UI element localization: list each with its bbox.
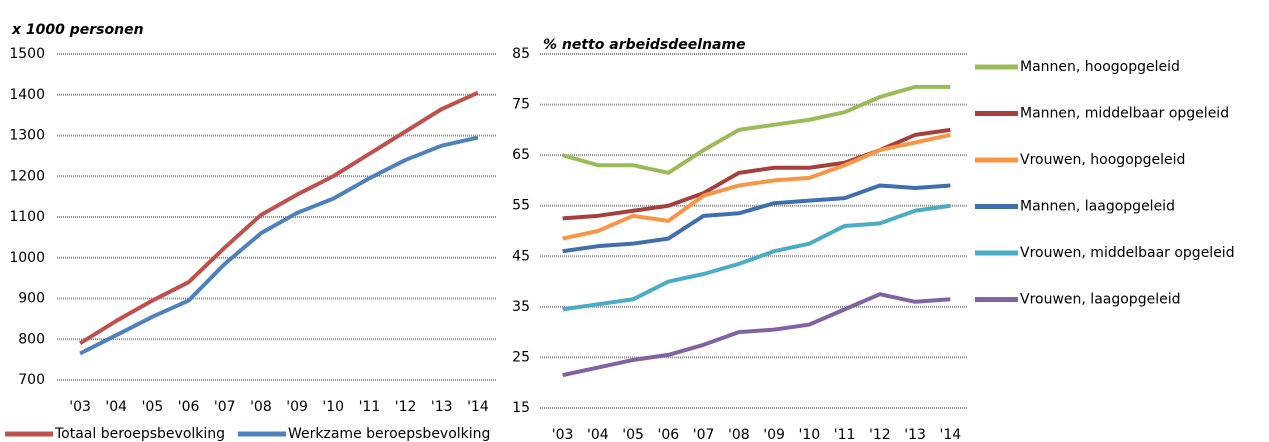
y-tick-label: 45 [512,248,530,264]
y-tick-label: 55 [512,198,530,214]
y-tick-label: 800 [18,331,45,347]
x-tick-label: '11 [359,399,381,415]
x-tick-label: '12 [395,399,417,415]
y-tick-label: 700 [18,372,45,388]
x-tick-label: '07 [693,427,715,442]
y-tick-label: 35 [512,299,530,315]
x-tick-label: '05 [142,399,164,415]
series-line [79,90,479,346]
y-tick-label: 1300 [9,128,45,144]
legend-label: Werkzame beroepsbevolking [288,426,490,442]
y-tick-label: 1200 [9,168,45,184]
x-tick-label: '14 [467,399,489,415]
series-line [79,135,479,356]
x-tick-label: '07 [214,399,236,415]
legend-label: Mannen, laagopgeleid [1020,199,1175,215]
x-tick-label: '03 [69,399,91,415]
x-tick-label: '03 [552,427,574,442]
legend-label: Vrouwen, hoogopgeleid [1020,152,1185,168]
series-line [562,183,951,254]
x-tick-label: '09 [286,399,308,415]
series-line [562,132,951,241]
legend-label: Vrouwen, laagopgeleid [1020,292,1180,308]
y-tick-label: 65 [512,147,530,163]
x-tick-label: '08 [250,399,272,415]
x-tick-label: '08 [728,427,750,442]
legend-label: Mannen, hoogopgeleid [1020,59,1180,75]
chart-title: x 1000 personen [11,22,144,38]
x-tick-label: '05 [622,427,644,442]
series-line [562,292,951,378]
x-tick-label: '13 [904,427,926,442]
chart-title: % netto arbeidsdeelname [543,37,746,53]
series-line [562,84,951,175]
series-line [562,203,951,312]
x-tick-label: '06 [658,427,680,442]
y-tick-label: 1500 [9,46,45,62]
x-tick-label: '10 [322,399,344,415]
y-tick-label: 900 [18,291,45,307]
x-tick-label: '09 [763,427,785,442]
y-tick-label: 75 [512,97,530,113]
x-tick-label: '06 [178,399,200,415]
y-tick-label: 25 [512,349,530,365]
x-tick-label: '10 [799,427,821,442]
legend-label: Vrouwen, middelbaar opgeleid [1020,245,1235,261]
x-tick-label: '04 [105,399,127,415]
legend-label: Mannen, middelbaar opgeleid [1020,106,1229,122]
y-tick-label: 15 [512,400,530,416]
legend-label: Totaal beroepsbevolking [54,426,225,442]
x-tick-label: '14 [940,427,962,442]
x-tick-label: '11 [834,427,856,442]
x-tick-label: '12 [869,427,891,442]
y-tick-label: 1400 [9,87,45,103]
x-tick-label: '13 [431,399,453,415]
y-tick-label: 1100 [9,209,45,225]
y-tick-label: 85 [512,46,530,62]
y-tick-label: 1000 [9,250,45,266]
x-tick-label: '04 [587,427,609,442]
